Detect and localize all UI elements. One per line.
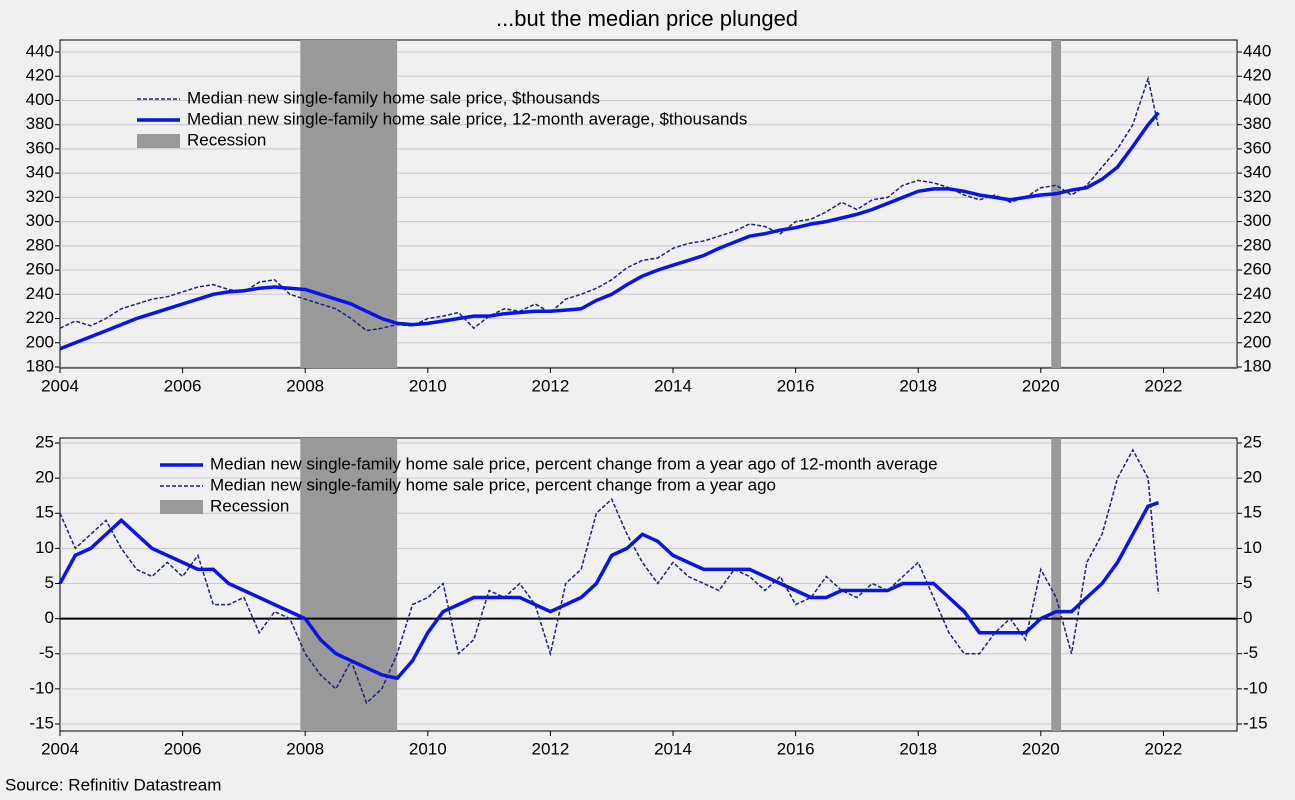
legend-swatch (160, 500, 203, 514)
y2-tick-label: 0 (1243, 608, 1252, 627)
y-tick-label: 400 (26, 90, 54, 109)
y-tick-label: 260 (26, 260, 54, 279)
chart-title: ...but the median price plunged (496, 6, 798, 31)
x-tick-label: 2006 (164, 739, 202, 758)
legend-label: Median new single-family home sale price… (187, 88, 600, 107)
legend-swatch (137, 134, 180, 148)
y-tick-label: 20 (35, 468, 54, 487)
y-tick-label: 200 (26, 332, 54, 351)
x-tick-label: 2008 (286, 376, 324, 395)
y2-tick-label: 25 (1243, 432, 1262, 451)
y2-tick-label: 300 (1243, 211, 1271, 230)
y2-tick-label: 200 (1243, 332, 1271, 351)
y-tick-label: 420 (26, 66, 54, 85)
y2-tick-label: 15 (1243, 503, 1262, 522)
y-tick-label: 240 (26, 284, 54, 303)
y2-tick-label: -15 (1243, 713, 1268, 732)
y2-tick-label: 320 (1243, 187, 1271, 206)
y-tick-label: 15 (35, 503, 54, 522)
recession-band (300, 40, 398, 368)
x-tick-label: 2014 (654, 376, 692, 395)
y-tick-label: 10 (35, 538, 54, 557)
y2-tick-label: 380 (1243, 114, 1271, 133)
y2-tick-label: 340 (1243, 163, 1271, 182)
recession-band (1051, 40, 1062, 368)
x-tick-label: 2016 (777, 376, 815, 395)
x-tick-label: 2012 (532, 376, 570, 395)
y-tick-label: 320 (26, 187, 54, 206)
y-tick-label: 220 (26, 308, 54, 327)
y2-tick-label: 440 (1243, 41, 1271, 60)
x-tick-label: 2018 (899, 376, 937, 395)
x-tick-label: 2010 (409, 739, 447, 758)
recession-band (300, 438, 398, 731)
plot-frame (59, 39, 1238, 369)
series-line (58, 501, 1160, 681)
y2-tick-label: 20 (1243, 468, 1262, 487)
y-tick-label: 280 (26, 235, 54, 254)
y2-tick-label: 400 (1243, 90, 1271, 109)
x-tick-label: 2022 (1145, 376, 1183, 395)
y-tick-label: 380 (26, 114, 54, 133)
x-tick-label: 2022 (1145, 739, 1183, 758)
legend-label: Median new single-family home sale price… (187, 109, 747, 128)
y-tick-label: 25 (35, 432, 54, 451)
x-tick-label: 2018 (899, 739, 937, 758)
y2-tick-label: -10 (1243, 678, 1268, 697)
y-tick-label: -5 (39, 643, 54, 662)
legend-label: Recession (187, 130, 266, 149)
series-line (59, 111, 1160, 351)
source: Source: Refinitiv Datastream (5, 775, 221, 794)
x-tick-label: 2020 (1022, 739, 1060, 758)
x-tick-label: 2004 (41, 376, 79, 395)
y-tick-label: 300 (26, 211, 54, 230)
series-line (59, 448, 1160, 705)
y2-tick-label: 260 (1243, 260, 1271, 279)
y-tick-label: 340 (26, 163, 54, 182)
y2-tick-label: 240 (1243, 284, 1271, 303)
x-tick-label: 2012 (532, 739, 570, 758)
x-tick-label: 2020 (1022, 376, 1060, 395)
y2-tick-label: 360 (1243, 138, 1271, 157)
x-tick-label: 2008 (286, 739, 324, 758)
y-tick-label: -10 (29, 678, 54, 697)
x-tick-label: 2010 (409, 376, 447, 395)
x-tick-label: 2006 (164, 376, 202, 395)
legend-label: Recession (210, 496, 289, 515)
plot-frame (59, 437, 1238, 732)
legend-label: Median new single-family home sale price… (210, 454, 938, 473)
x-tick-label: 2016 (777, 739, 815, 758)
y-tick-label: 440 (26, 41, 54, 60)
y-tick-label: 180 (26, 356, 54, 375)
recession-band (1051, 438, 1062, 731)
y-tick-label: 5 (45, 573, 54, 592)
y2-tick-label: 180 (1243, 356, 1271, 375)
y2-tick-label: 280 (1243, 235, 1271, 254)
y-tick-label: -15 (29, 713, 54, 732)
y2-tick-label: -5 (1243, 643, 1258, 662)
y-tick-label: 0 (45, 608, 54, 627)
y2-tick-label: 10 (1243, 538, 1262, 557)
y2-tick-label: 420 (1243, 66, 1271, 85)
y2-tick-label: 220 (1243, 308, 1271, 327)
legend-label: Median new single-family home sale price… (210, 475, 776, 494)
y2-tick-label: 5 (1243, 573, 1252, 592)
x-tick-label: 2004 (41, 739, 79, 758)
y-tick-label: 360 (26, 138, 54, 157)
x-tick-label: 2014 (654, 739, 692, 758)
